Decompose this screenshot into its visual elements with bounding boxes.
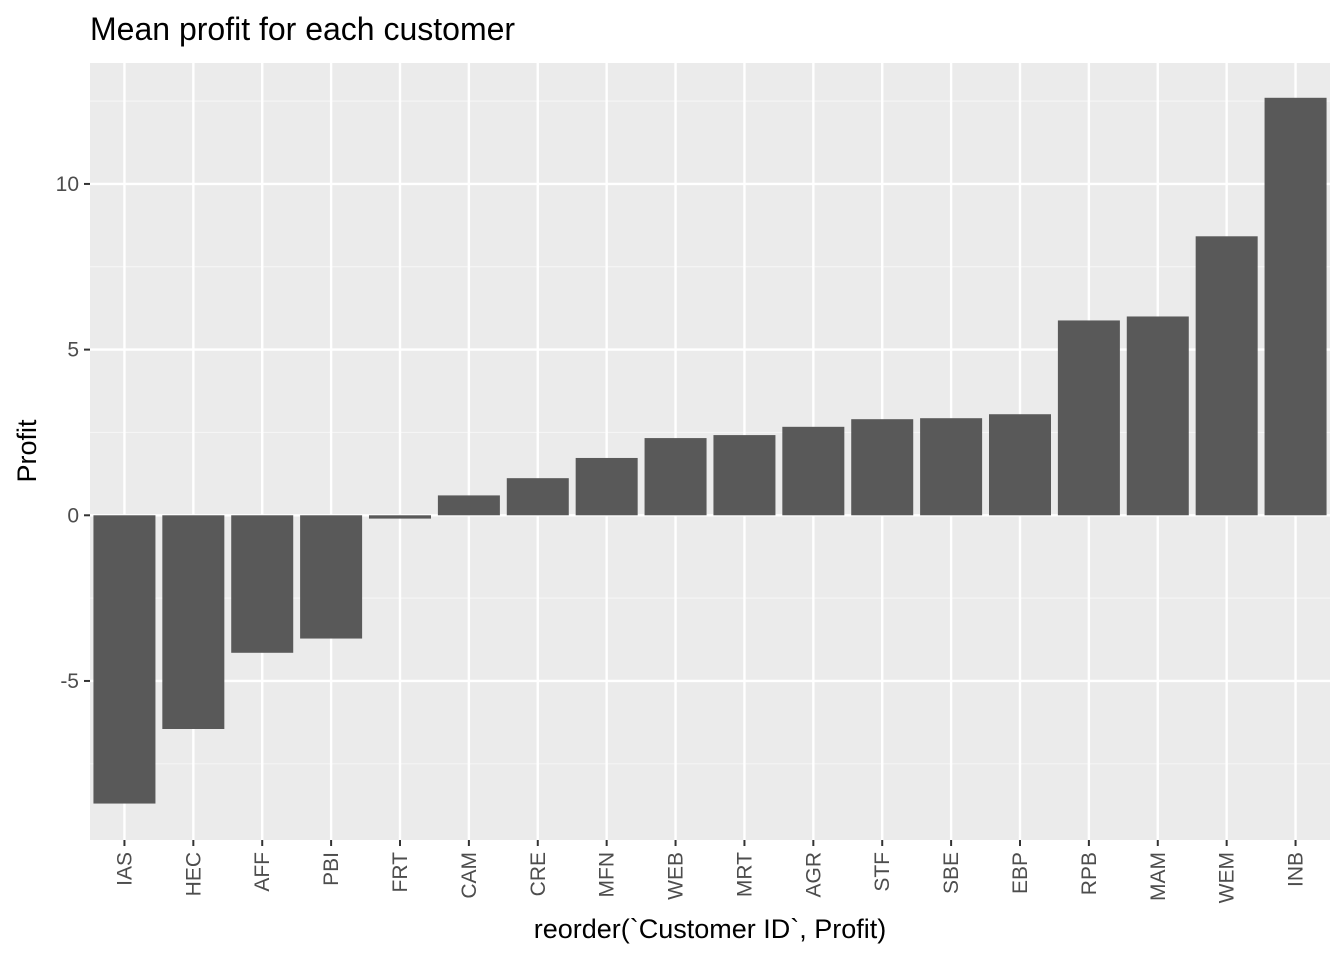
x-tick-label: RPB — [1078, 852, 1101, 895]
bar-aff — [231, 515, 294, 653]
x-tick-label: CAM — [458, 852, 481, 899]
y-tick-label: 10 — [56, 173, 79, 196]
x-tick-label: STF — [871, 852, 894, 892]
bar-rpb — [1057, 320, 1120, 516]
bar-ias — [93, 515, 156, 804]
x-axis: IAS HEC AFF PBI FRT CAM CRE MFN WEB MRT AGR STF SBE E… — [113, 840, 1308, 903]
x-axis-title: reorder(`Customer ID`, Profit) — [534, 914, 887, 944]
x-tick-label: MFN — [596, 852, 619, 898]
bar-sbe — [920, 418, 983, 516]
x-tick-label: AGR — [802, 852, 825, 898]
bar-inb — [1264, 97, 1327, 516]
x-tick-label: MRT — [733, 852, 756, 897]
bar-agr — [782, 426, 845, 516]
bar-pbi — [300, 515, 363, 639]
x-tick-label: PBI — [320, 852, 343, 886]
y-axis: -5 0 5 10 — [56, 173, 90, 693]
bar-cre — [506, 478, 569, 516]
x-tick-label: AFF — [251, 852, 274, 892]
x-tick-label: EBP — [1009, 852, 1032, 894]
x-tick-label: IAS — [113, 852, 136, 886]
bar-web — [644, 438, 707, 516]
bar-mam — [1126, 316, 1189, 516]
chart-title: Mean profit for each customer — [90, 11, 515, 47]
bar-ebp — [989, 414, 1051, 516]
x-tick-label: CRE — [527, 852, 550, 896]
y-tick-label: 0 — [67, 504, 79, 527]
x-tick-label: WEM — [1216, 852, 1239, 903]
y-tick-label: 5 — [67, 339, 79, 362]
bar-frt — [369, 515, 431, 519]
bar-wem — [1195, 236, 1258, 516]
x-tick-label: WEB — [665, 852, 688, 900]
x-tick-label: HEC — [182, 852, 205, 896]
bar-stf — [851, 419, 914, 516]
y-axis-title: Profit — [12, 419, 42, 483]
x-tick-label: FRT — [389, 852, 412, 893]
x-tick-label: MAM — [1147, 852, 1170, 901]
plot-panel — [90, 63, 1330, 840]
x-tick-label: SBE — [940, 852, 963, 894]
bar-cam — [437, 495, 500, 516]
y-tick-label: -5 — [60, 670, 79, 693]
bar-mrt — [713, 435, 776, 516]
bar-hec — [162, 515, 225, 729]
x-tick-label: INB — [1285, 852, 1308, 887]
bar-mfn — [575, 457, 638, 516]
bars — [93, 97, 1327, 804]
